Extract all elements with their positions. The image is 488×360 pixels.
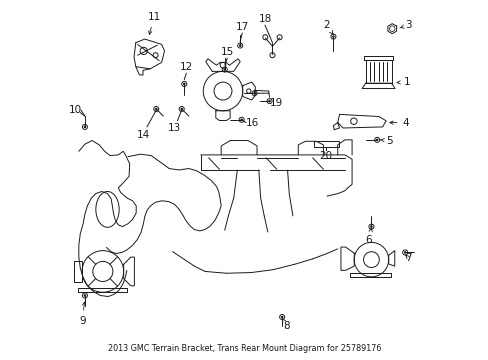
Circle shape (83, 294, 86, 297)
Text: 3: 3 (399, 20, 411, 30)
Circle shape (403, 251, 406, 254)
Text: 19: 19 (269, 98, 282, 108)
Text: 10: 10 (68, 105, 81, 115)
Bar (314, 140, 338, 147)
Text: 16: 16 (246, 118, 259, 128)
Circle shape (223, 68, 225, 71)
Text: 8: 8 (282, 319, 289, 331)
Circle shape (239, 44, 241, 47)
Text: 20: 20 (319, 150, 332, 161)
Circle shape (369, 225, 372, 228)
Circle shape (280, 316, 283, 318)
Text: 2013 GMC Terrain Bracket, Trans Rear Mount Diagram for 25789176: 2013 GMC Terrain Bracket, Trans Rear Mou… (107, 344, 381, 353)
Circle shape (375, 139, 378, 141)
Circle shape (155, 108, 157, 110)
Text: 2: 2 (322, 20, 333, 35)
Text: 12: 12 (180, 62, 193, 72)
Text: 17: 17 (235, 22, 248, 32)
Text: 5: 5 (380, 136, 392, 145)
Text: 18: 18 (258, 14, 271, 24)
Circle shape (253, 92, 255, 94)
Circle shape (180, 108, 183, 110)
Circle shape (268, 100, 270, 102)
Text: 11: 11 (147, 12, 161, 35)
Circle shape (331, 35, 334, 38)
Text: 15: 15 (220, 48, 233, 57)
Circle shape (183, 83, 185, 85)
Text: 14: 14 (137, 130, 150, 140)
Text: 13: 13 (167, 123, 181, 132)
Text: 7: 7 (405, 253, 411, 263)
Circle shape (83, 126, 86, 128)
Text: 6: 6 (365, 228, 371, 245)
Text: 4: 4 (389, 118, 408, 128)
Circle shape (240, 118, 243, 121)
Text: 9: 9 (79, 302, 85, 325)
Text: 1: 1 (396, 77, 409, 87)
